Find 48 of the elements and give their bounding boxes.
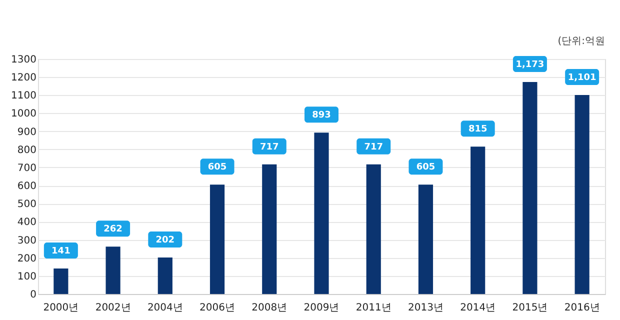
y-tick-label: 800	[17, 144, 36, 156]
data-label: 605	[416, 162, 436, 173]
x-tick-label: 2014년	[460, 302, 496, 314]
data-label: 717	[364, 142, 384, 152]
bar	[522, 82, 538, 294]
x-tick-label: 2009년	[304, 302, 340, 314]
data-label: 1,101	[568, 72, 596, 83]
bar	[210, 184, 225, 294]
y-tick-label: 600	[17, 181, 36, 192]
bar	[54, 268, 68, 294]
y-tick-label: 200	[17, 253, 36, 264]
data-label: 262	[104, 224, 122, 235]
x-tick-label: 2016년	[564, 302, 600, 314]
x-tick-label: 2006년	[200, 302, 235, 314]
x-tick-label: 2015년	[512, 302, 548, 314]
y-tick-label: 900	[17, 126, 36, 138]
x-tick-label: 2008년	[252, 302, 288, 314]
x-tick-label: 2013년	[408, 302, 444, 314]
bar	[418, 184, 434, 294]
bar	[470, 146, 486, 294]
data-label: 605	[208, 162, 227, 173]
y-tick-label: 1100	[11, 90, 36, 102]
data-label: 1,173	[516, 60, 544, 70]
y-tick-label: 0	[30, 290, 36, 300]
data-label: 893	[312, 110, 331, 121]
y-tick-label: 700	[17, 162, 36, 174]
x-tick-label: 2002년	[95, 302, 131, 314]
y-tick-label: 1000	[11, 108, 36, 120]
y-tick-label: 100	[17, 271, 36, 282]
bar	[314, 132, 329, 294]
bar	[106, 246, 120, 294]
bar	[158, 257, 172, 294]
data-label: 815	[468, 124, 488, 135]
x-tick-label: 2000년	[43, 302, 79, 314]
bar	[262, 164, 277, 294]
y-tick-label: 1200	[11, 72, 36, 84]
y-tick-label: 400	[17, 217, 36, 228]
x-tick-label: 2011년	[356, 302, 392, 314]
y-tick-label: 500	[17, 199, 36, 210]
x-tick-label: 2004년	[147, 302, 183, 314]
data-label: 202	[156, 235, 175, 246]
y-tick-label: 1300	[11, 54, 36, 66]
data-label: 717	[260, 142, 279, 152]
bar	[574, 94, 590, 294]
text: (단위:억원	[558, 36, 605, 47]
y-tick-label: 300	[17, 235, 36, 246]
data-label: 141	[52, 246, 70, 257]
bar	[366, 164, 381, 294]
